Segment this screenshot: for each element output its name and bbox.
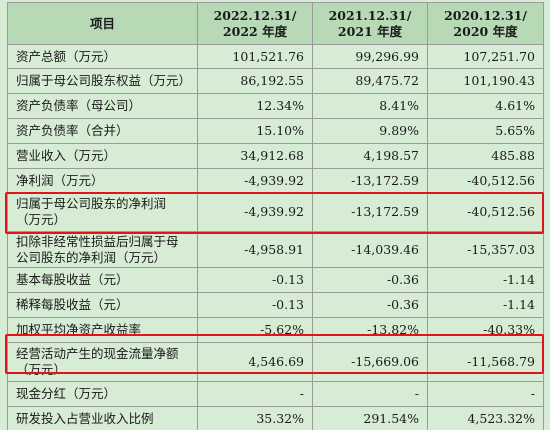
cell-2020: 4,523.32% — [427, 406, 544, 430]
table-row-revenue: 营业收入（万元） 34,912.68 4,198.57 485.88 — [7, 143, 544, 169]
cell-2022: 86,192.55 — [197, 68, 313, 94]
cell-2022: 34,912.68 — [197, 143, 313, 169]
row-label: 营业收入（万元） — [7, 143, 198, 169]
cell-2022: 12.34% — [197, 93, 313, 119]
row-label: 归属于母公司股东的净利润 （万元） — [7, 192, 198, 232]
cell-2021: -0.36 — [312, 267, 428, 293]
cell-2020: -40,512.56 — [427, 168, 544, 193]
row-label: 扣除非经常性损益后归属于母 公司股东的净利润（万元） — [7, 231, 198, 268]
table-row-diluted-eps: 稀释每股收益（元） -0.13 -0.36 -1.14 — [7, 292, 544, 318]
cell-2020: 485.88 — [427, 143, 544, 169]
cell-2020: -11,568.79 — [427, 342, 544, 382]
cell-2020: - — [427, 381, 544, 407]
cell-2020: 101,190.43 — [427, 68, 544, 94]
cell-2020: -15,357.03 — [427, 231, 544, 268]
cell-2021: -13,172.59 — [312, 192, 428, 232]
cell-2021: 89,475.72 — [312, 68, 428, 94]
table-row-parent-net-profit: 归属于母公司股东的净利润 （万元） -4,939.92 -13,172.59 -… — [7, 192, 544, 232]
table-row-adjusted-net-profit: 扣除非经常性损益后归属于母 公司股东的净利润（万元） -4,958.91 -14… — [7, 231, 544, 268]
cell-2021: -15,669.06 — [312, 342, 428, 382]
row-label-line1: 经营活动产生的现金流量净额 — [16, 346, 179, 362]
header-2020-year: 2020 年度 — [453, 23, 518, 39]
table-header-row: 项目 2022.12.31/ 2022 年度 2021.12.31/ 2021 … — [7, 2, 544, 45]
cell-2020: 107,251.70 — [427, 44, 544, 69]
row-label: 资产总额（万元） — [7, 44, 198, 69]
cell-2020: -1.14 — [427, 292, 544, 318]
cell-2021: -13,172.59 — [312, 168, 428, 193]
table-row-operating-cash-flow: 经营活动产生的现金流量净额 （万元） 4,546.69 -15,669.06 -… — [7, 342, 544, 382]
row-label: 归属于母公司股东权益（万元） — [7, 68, 198, 94]
table-row-parent-equity: 归属于母公司股东权益（万元） 86,192.55 89,475.72 101,1… — [7, 68, 544, 94]
row-label: 现金分红（万元） — [7, 381, 198, 407]
header-2022-date: 2022.12.31/ — [213, 7, 297, 23]
cell-2022: - — [197, 381, 313, 407]
header-2022: 2022.12.31/ 2022 年度 — [197, 2, 313, 45]
table-row-debt-ratio-consolidated: 资产负债率（合并） 15.10% 9.89% 5.65% — [7, 118, 544, 144]
cell-2021: - — [312, 381, 428, 407]
cell-2021: 8.41% — [312, 93, 428, 119]
cell-2021: -14,039.46 — [312, 231, 428, 268]
header-item: 项目 — [7, 2, 198, 45]
row-label-line2: （万元） — [16, 212, 67, 227]
cell-2021: -0.36 — [312, 292, 428, 318]
row-label-line2: 公司股东的净利润（万元） — [16, 249, 167, 265]
cell-2022: -0.13 — [197, 267, 313, 293]
row-label: 资产负债率（合并） — [7, 118, 198, 144]
cell-2022: 35.32% — [197, 406, 313, 430]
cell-2022: -5.62% — [197, 317, 313, 343]
header-2020-date: 2020.12.31/ — [444, 7, 527, 23]
cell-2022: 101,521.76 — [197, 44, 313, 69]
cell-2021: 99,296.99 — [312, 44, 428, 69]
row-label: 研发投入占营业收入比例 — [7, 406, 198, 430]
cell-2022: 15.10% — [197, 118, 313, 144]
row-label-line2: （万元） — [16, 362, 67, 377]
header-2021-date: 2021.12.31/ — [328, 7, 412, 23]
cell-2020: -40,512.56 — [427, 192, 544, 232]
cell-2020: 5.65% — [427, 118, 544, 144]
table-row-cash-dividend: 现金分红（万元） - - - — [7, 381, 544, 407]
cell-2022: -4,939.92 — [197, 168, 313, 193]
cell-2021: 9.89% — [312, 118, 428, 144]
cell-2022: -0.13 — [197, 292, 313, 318]
table-row-weighted-roe: 加权平均净资产收益率 -5.62% -13.82% -40.33% — [7, 317, 544, 343]
row-label: 净利润（万元） — [7, 168, 198, 193]
cell-2022: 4,546.69 — [197, 342, 313, 382]
cell-2021: 4,198.57 — [312, 143, 428, 169]
header-2021-year: 2021 年度 — [337, 23, 403, 39]
header-2022-year: 2022 年度 — [222, 23, 288, 39]
row-label-line1: 归属于母公司股东的净利润 — [16, 196, 167, 212]
row-label: 加权平均净资产收益率 — [7, 317, 198, 343]
table-row-basic-eps: 基本每股收益（元） -0.13 -0.36 -1.14 — [7, 267, 544, 293]
table-row-total-assets: 资产总额（万元） 101,521.76 99,296.99 107,251.70 — [7, 44, 544, 69]
row-label: 资产负债率（母公司） — [7, 93, 198, 119]
cell-2022: -4,958.91 — [197, 231, 313, 268]
row-label-line1: 扣除非经常性损益后归属于母 — [16, 233, 179, 249]
cell-2021: -13.82% — [312, 317, 428, 343]
cell-2020: -40.33% — [427, 317, 544, 343]
row-label: 经营活动产生的现金流量净额 （万元） — [7, 342, 198, 382]
header-2020: 2020.12.31/ 2020 年度 — [427, 2, 544, 45]
table-row-rd-ratio: 研发投入占营业收入比例 35.32% 291.54% 4,523.32% — [7, 406, 544, 430]
header-2021: 2021.12.31/ 2021 年度 — [312, 2, 428, 45]
cell-2021: 291.54% — [312, 406, 428, 430]
table-row-debt-ratio-parent: 资产负债率（母公司） 12.34% 8.41% 4.61% — [7, 93, 544, 119]
cell-2020: -1.14 — [427, 267, 544, 293]
cell-2022: -4,939.92 — [197, 192, 313, 232]
cell-2020: 4.61% — [427, 93, 544, 119]
financial-summary-table: 项目 2022.12.31/ 2022 年度 2021.12.31/ 2021 … — [7, 2, 544, 430]
row-label: 基本每股收益（元） — [7, 267, 198, 293]
row-label: 稀释每股收益（元） — [7, 292, 198, 318]
table-row-net-profit: 净利润（万元） -4,939.92 -13,172.59 -40,512.56 — [7, 168, 544, 193]
